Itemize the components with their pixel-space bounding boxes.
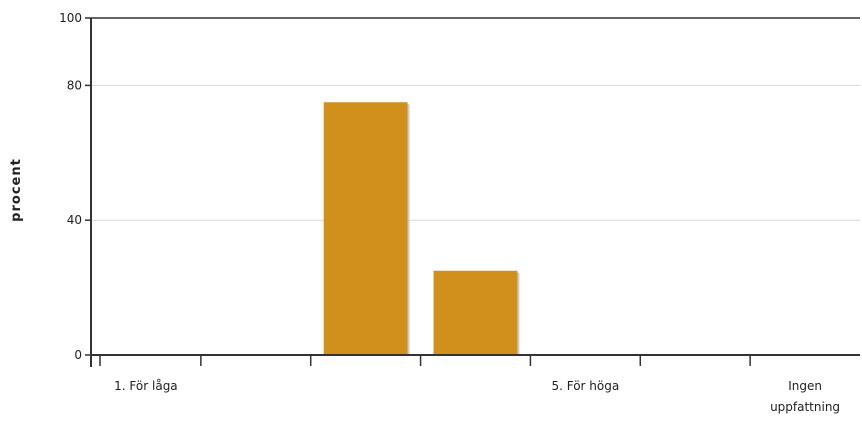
x-ticks: 1. För låga 5. För höga Ingen uppfattning bbox=[100, 355, 840, 414]
y-tick-label: 80 bbox=[67, 78, 82, 92]
bar bbox=[434, 271, 518, 355]
y-ticks: 0 40 80 100 bbox=[59, 11, 91, 362]
bars bbox=[104, 102, 847, 356]
y-tick-label: 0 bbox=[74, 348, 82, 362]
x-tick-label: 5. För höga bbox=[551, 379, 619, 393]
y-tick-label: 100 bbox=[59, 11, 82, 25]
y-axis-title: procent bbox=[9, 158, 24, 222]
x-tick-label: Ingen uppfattning bbox=[770, 379, 840, 414]
grid-lines bbox=[91, 18, 860, 220]
y-tick-label: 40 bbox=[67, 213, 82, 227]
x-tick-label: 1. För låga bbox=[114, 379, 178, 393]
bar bbox=[324, 102, 408, 355]
